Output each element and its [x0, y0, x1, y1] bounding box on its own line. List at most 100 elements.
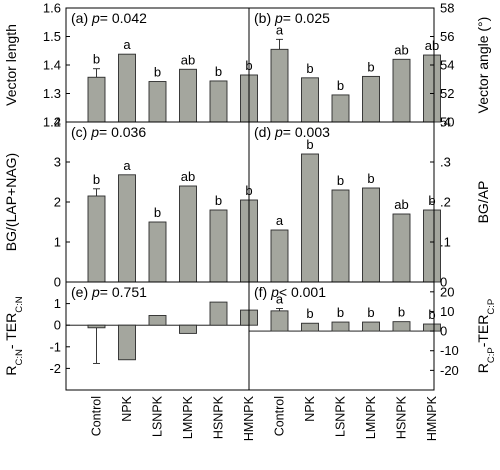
x-category-label: NPK [120, 395, 134, 421]
panel-label: (f) [254, 284, 271, 300]
significance-letter: ab [181, 52, 195, 67]
p-label: p [270, 284, 279, 300]
significance-letter: b [306, 61, 313, 76]
y-axis-label: RC:P-TERC:P [475, 299, 497, 373]
significance-letter: b [367, 171, 374, 186]
panel-label: (a) [71, 10, 92, 26]
bar [209, 209, 228, 283]
x-category-label: LMNPK [364, 395, 378, 439]
panel-label: (c) [71, 124, 91, 140]
significance-letter: b [215, 64, 222, 79]
y-axis-label-part: C:N [14, 349, 25, 366]
significance-letter: b [154, 65, 161, 80]
y-axis-label: BG/(LAP+NAG) [3, 153, 19, 251]
y-axis-label-part: C:N [14, 296, 25, 313]
panel-title: (f) p< 0.001 [254, 284, 326, 300]
significance-letter: b [215, 193, 222, 208]
bar [179, 68, 197, 123]
p-value: = 0.751 [100, 284, 147, 300]
bar [331, 189, 350, 283]
y-tick-label: 52 [440, 86, 454, 101]
bar [148, 315, 167, 326]
p-value: = 0.036 [99, 124, 146, 140]
bar [270, 310, 289, 332]
p-value: < 0.001 [279, 284, 326, 300]
x-category-label: LSNPK [151, 395, 165, 437]
y-tick-label: -10 [440, 343, 459, 358]
significance-letter: b [306, 137, 313, 152]
significance-letter: b [337, 78, 344, 93]
y-tick-label: 1 [54, 296, 61, 311]
bar [392, 58, 411, 123]
panel-label: (e) [71, 284, 92, 300]
bar [392, 213, 411, 283]
y-axis-label-part: C:P [486, 347, 497, 363]
y-tick-label: -20 [440, 363, 459, 378]
bar [270, 48, 289, 123]
x-category-label: HSNPK [395, 395, 409, 439]
x-category-label: LMNPK [181, 395, 195, 439]
bar [148, 81, 167, 123]
x-category-label: NPK [303, 395, 317, 421]
p-label: p [90, 124, 99, 140]
p-label: p [91, 284, 100, 300]
panel-title: (e) p= 0.751 [71, 284, 147, 300]
y-axis-label-part: - TER [3, 313, 19, 349]
bar [87, 324, 106, 329]
p-value: = 0.025 [283, 10, 330, 26]
significance-letter: a [123, 158, 131, 173]
bar [301, 322, 319, 332]
p-label: p [91, 10, 100, 26]
y-tick-label: 2 [54, 195, 61, 210]
y-tick-label: 4 [54, 115, 61, 130]
y-tick-label: 58 [440, 1, 454, 16]
y-tick-label: .4 [440, 115, 451, 130]
significance-letter: b [428, 307, 435, 322]
y-tick-label: 1.5 [43, 29, 61, 44]
bar [118, 324, 136, 361]
y-axis-label: BG/AP [475, 181, 491, 224]
bar [301, 77, 319, 123]
panel-title: (d) p= 0.003 [254, 124, 330, 140]
y-tick-label: 10 [440, 304, 454, 319]
y-tick-label: -2 [49, 361, 61, 376]
y-tick-label: 56 [440, 29, 454, 44]
y-tick-label: 20 [440, 284, 454, 299]
significance-letter: b [398, 305, 405, 320]
x-category-label: HMNPK [425, 395, 439, 441]
significance-letter: ab [394, 197, 408, 212]
y-tick-label: 1.6 [43, 1, 61, 16]
y-tick-label: .2 [440, 195, 451, 210]
significance-letter: b [337, 173, 344, 188]
bar [118, 174, 136, 283]
y-tick-label: 1.3 [43, 86, 61, 101]
panel-d: abb bab b0.1.2.3.4BG/AP [248, 115, 491, 290]
significance-letter: a [123, 37, 131, 52]
y-axis-label-part: R [475, 363, 491, 373]
p-label: p [274, 10, 283, 26]
y-axis-label: Vector angle (°) [475, 17, 491, 114]
y-tick-label: 1.4 [43, 58, 61, 73]
y-axis-label: RC:N- TERC:N [3, 296, 25, 375]
panel-title: (b) p= 0.025 [254, 10, 330, 26]
y-tick-label: 1.2 [43, 115, 61, 130]
y-axis-label-part: R [3, 365, 19, 375]
y-tick-label: 0 [440, 324, 447, 339]
y-tick-label: 0 [54, 275, 61, 290]
panel-label: (b) [254, 10, 275, 26]
y-tick-label: 3 [54, 155, 61, 170]
bar [423, 209, 441, 283]
significance-letter: b [154, 205, 161, 220]
p-value: = 0.042 [100, 10, 147, 26]
y-tick-label: 50 [440, 115, 454, 130]
bar [331, 94, 350, 123]
significance-letter: ab [181, 169, 195, 184]
bar [423, 323, 441, 332]
y-tick-label: .1 [440, 235, 451, 250]
p-label: p [274, 124, 283, 140]
